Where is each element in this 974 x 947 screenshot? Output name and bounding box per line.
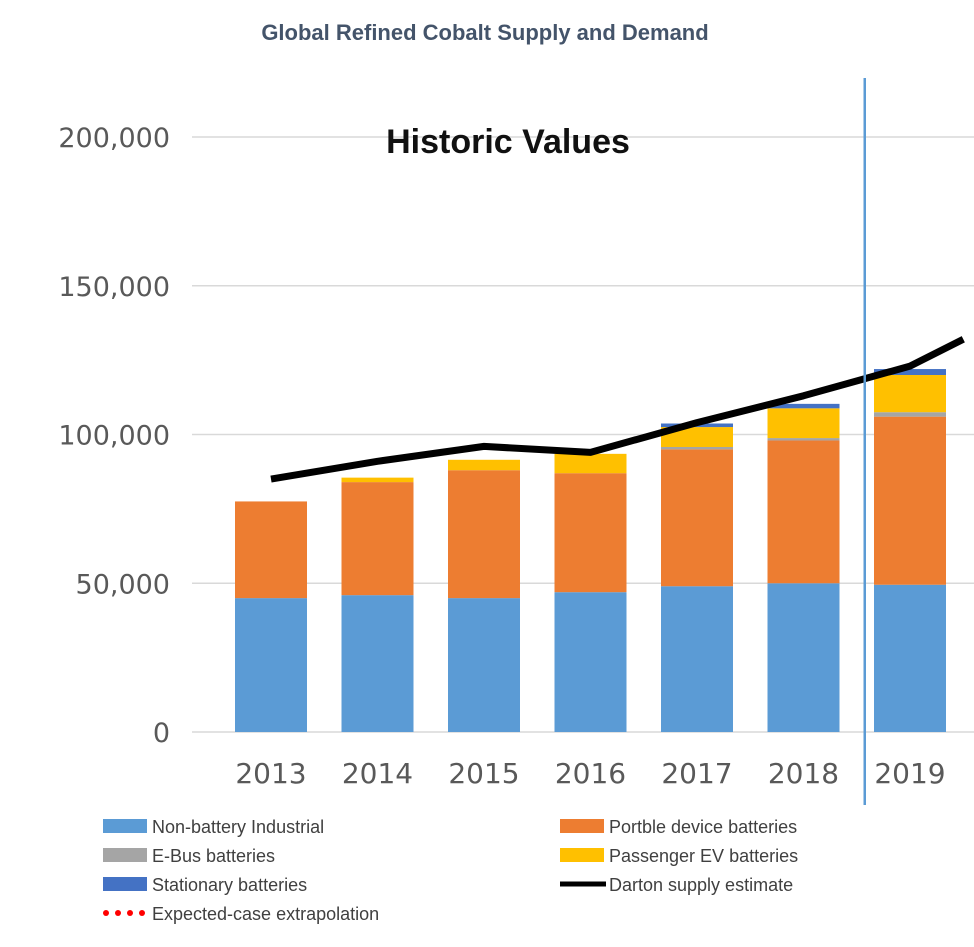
legend-label: Darton supply estimate [609, 875, 793, 895]
x-tick-label: 2018 [768, 757, 839, 790]
legend-label: Passenger EV batteries [609, 846, 798, 866]
y-tick-label: 200,000 [58, 123, 170, 154]
bar-segment [235, 501, 307, 599]
bar-segment [874, 412, 946, 417]
bar-segment [874, 416, 946, 585]
legend-item: Portble device batteries [560, 817, 797, 837]
y-tick-label: 100,000 [58, 421, 170, 452]
bar-segment [235, 598, 307, 732]
bar-segment [767, 440, 840, 584]
bar-segment [448, 598, 520, 732]
legend-swatch [560, 848, 604, 862]
x-tick-label: 2016 [555, 757, 626, 790]
legend-item: Expected-case extrapolation [103, 904, 379, 924]
grid-lines [192, 136, 974, 733]
x-tick-label: 2017 [661, 757, 732, 790]
legend-item: Darton supply estimate [560, 875, 793, 895]
legend-swatch [103, 819, 147, 833]
bar-segment [874, 584, 946, 732]
x-tick-label: 2019 [874, 757, 945, 790]
bar-segment [554, 592, 627, 732]
bar-segment [554, 473, 627, 593]
bar-segment [341, 595, 414, 732]
x-tick-label: 2014 [342, 757, 413, 790]
legend-label: Stationary batteries [152, 875, 307, 895]
legend-swatch-dot [103, 910, 109, 916]
bar-segment [554, 453, 627, 474]
chart-title: Global Refined Cobalt Supply and Demand [261, 20, 708, 45]
legend-swatch [560, 819, 604, 833]
legend-swatch-dot [139, 910, 145, 916]
legend-item: Stationary batteries [103, 875, 307, 895]
bar-segment [767, 408, 840, 439]
legend-item: E-Bus batteries [103, 846, 275, 866]
bar-segment [661, 449, 733, 587]
legend-swatch-dot [115, 910, 121, 916]
bar-segment [341, 482, 414, 596]
legend-label: Portble device batteries [609, 817, 797, 837]
bar-segment [661, 586, 733, 732]
y-tick-label: 50,000 [76, 569, 170, 600]
bar-segment [448, 470, 520, 599]
legend-label: Non-battery Industrial [152, 817, 324, 837]
y-axis-ticks: 0 50,000 100,000 150,000 200,000 [58, 123, 170, 749]
bar-segment [767, 438, 840, 441]
legend-item: Passenger EV batteries [560, 846, 798, 866]
legend-item: Non-battery Industrial [103, 817, 324, 837]
y-tick-label: 0 [153, 718, 170, 749]
legend-swatch-dot [127, 910, 133, 916]
x-tick-label: 2015 [448, 757, 519, 790]
x-axis-ticks: 2013 2014 2015 2016 2017 2018 2019 [235, 757, 945, 790]
legend-swatch [103, 848, 147, 862]
bar-segment [767, 583, 840, 732]
bar-segment [661, 427, 733, 447]
legend-swatch [103, 877, 147, 891]
supply-estimate-line [270, 336, 965, 483]
bar-segment [661, 446, 733, 450]
supply-line-layer [270, 78, 965, 805]
bar-segment [341, 477, 414, 483]
x-tick-label: 2013 [235, 757, 306, 790]
bar-segment [874, 375, 946, 413]
y-tick-label: 150,000 [58, 272, 170, 303]
legend-label: Expected-case extrapolation [152, 904, 379, 924]
legend: Non-battery Industrial Portble device bat… [103, 817, 798, 924]
bar-segment [448, 459, 520, 471]
bar-segment [874, 369, 946, 375]
bars [235, 369, 946, 732]
bar-segment [767, 403, 840, 409]
historic-values-annotation: Historic Values [386, 123, 630, 161]
legend-label: E-Bus batteries [152, 846, 275, 866]
